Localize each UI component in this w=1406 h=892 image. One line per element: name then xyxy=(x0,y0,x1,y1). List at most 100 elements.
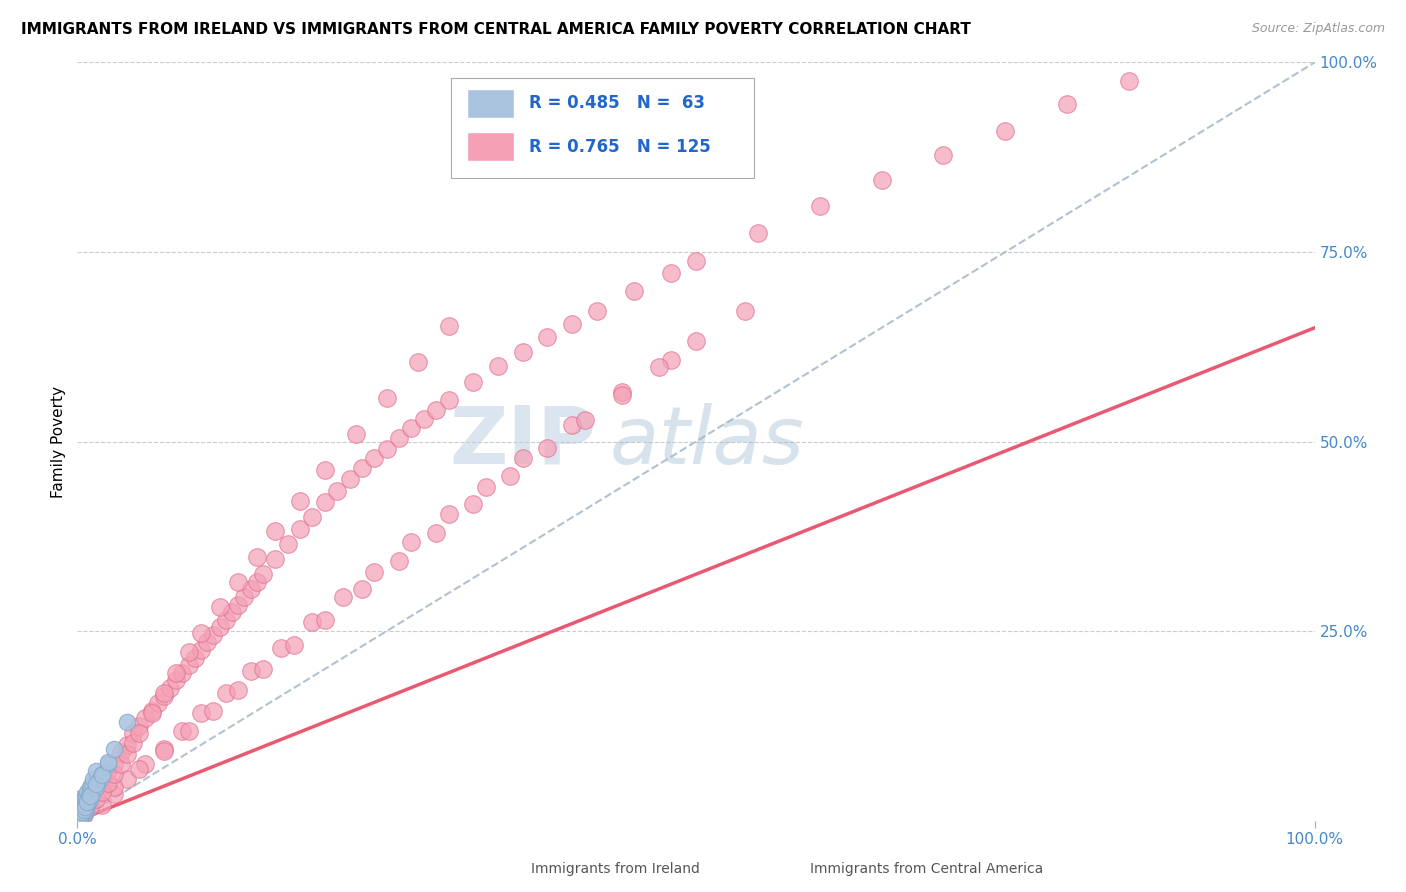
Point xyxy=(70,806,93,821)
Point xyxy=(215,613,238,627)
Point xyxy=(1056,97,1078,112)
Bar xyxy=(467,89,515,118)
Point xyxy=(586,304,609,318)
Point xyxy=(67,812,90,826)
Point xyxy=(301,615,323,629)
Point xyxy=(747,226,769,240)
Point xyxy=(574,413,596,427)
Point xyxy=(128,726,150,740)
Point xyxy=(115,715,138,730)
Point xyxy=(67,809,90,823)
Point xyxy=(72,806,94,821)
Point xyxy=(425,525,447,540)
Point xyxy=(610,385,633,400)
Point xyxy=(270,640,292,655)
Point xyxy=(115,772,138,786)
Point xyxy=(314,463,336,477)
Point xyxy=(685,334,707,349)
Point xyxy=(79,792,101,806)
Point xyxy=(239,664,262,678)
Point xyxy=(84,764,107,779)
Point xyxy=(122,736,145,750)
Point xyxy=(69,795,91,809)
Point xyxy=(70,806,93,821)
Point xyxy=(103,741,125,756)
Point xyxy=(314,495,336,509)
Point xyxy=(561,417,583,432)
Point xyxy=(89,772,111,786)
Point xyxy=(388,431,411,445)
Point xyxy=(932,148,955,162)
Point xyxy=(202,628,225,642)
Point xyxy=(437,319,460,334)
Point xyxy=(72,802,94,816)
Point xyxy=(76,795,98,809)
Point xyxy=(70,810,93,824)
Bar xyxy=(492,860,523,879)
Point xyxy=(301,510,323,524)
Point xyxy=(375,442,398,457)
Point xyxy=(239,582,262,597)
Point xyxy=(246,549,269,564)
Point xyxy=(67,810,90,824)
Point xyxy=(91,772,114,786)
Point xyxy=(72,808,94,822)
Point xyxy=(159,681,181,695)
Point xyxy=(72,800,94,814)
Point xyxy=(134,756,156,771)
Point xyxy=(80,783,103,797)
Point xyxy=(72,805,94,819)
Point xyxy=(659,352,682,367)
Point xyxy=(84,777,107,791)
Point xyxy=(70,791,93,805)
Point xyxy=(277,537,299,551)
Point xyxy=(153,686,176,700)
Point xyxy=(463,497,485,511)
FancyBboxPatch shape xyxy=(451,78,754,178)
Point xyxy=(648,360,671,375)
Point xyxy=(69,800,91,814)
Point xyxy=(195,635,218,649)
Point xyxy=(536,330,558,344)
Point xyxy=(659,266,682,280)
Point xyxy=(70,807,93,822)
Point xyxy=(437,507,460,521)
Point xyxy=(103,780,125,794)
Point xyxy=(91,798,114,813)
Point xyxy=(326,483,349,498)
Text: IMMIGRANTS FROM IRELAND VS IMMIGRANTS FROM CENTRAL AMERICA FAMILY POVERTY CORREL: IMMIGRANTS FROM IRELAND VS IMMIGRANTS FR… xyxy=(21,22,972,37)
Text: Source: ZipAtlas.com: Source: ZipAtlas.com xyxy=(1251,22,1385,36)
Point xyxy=(165,673,187,688)
Point xyxy=(499,468,522,483)
Point xyxy=(177,724,200,739)
Point xyxy=(72,805,94,819)
Point xyxy=(79,800,101,814)
Point xyxy=(75,801,97,815)
Point xyxy=(375,391,398,405)
Point xyxy=(288,522,311,536)
Point xyxy=(153,689,176,703)
Text: Immigrants from Ireland: Immigrants from Ireland xyxy=(531,863,700,876)
Point xyxy=(246,574,269,589)
Text: ZIP: ZIP xyxy=(450,402,598,481)
Point xyxy=(73,805,96,819)
Point xyxy=(91,768,114,782)
Point xyxy=(685,254,707,268)
Point xyxy=(103,787,125,801)
Point xyxy=(221,605,243,619)
Point xyxy=(536,441,558,455)
Point xyxy=(69,810,91,824)
Point xyxy=(72,805,94,820)
Point xyxy=(79,789,101,804)
Point xyxy=(67,811,90,825)
Point xyxy=(208,599,231,614)
Point xyxy=(264,552,287,566)
Point xyxy=(512,451,534,466)
Point xyxy=(72,807,94,822)
Point xyxy=(122,726,145,740)
Point xyxy=(91,785,114,799)
Point xyxy=(69,811,91,825)
Point xyxy=(77,796,100,810)
Point xyxy=(610,387,633,401)
Point xyxy=(734,304,756,318)
